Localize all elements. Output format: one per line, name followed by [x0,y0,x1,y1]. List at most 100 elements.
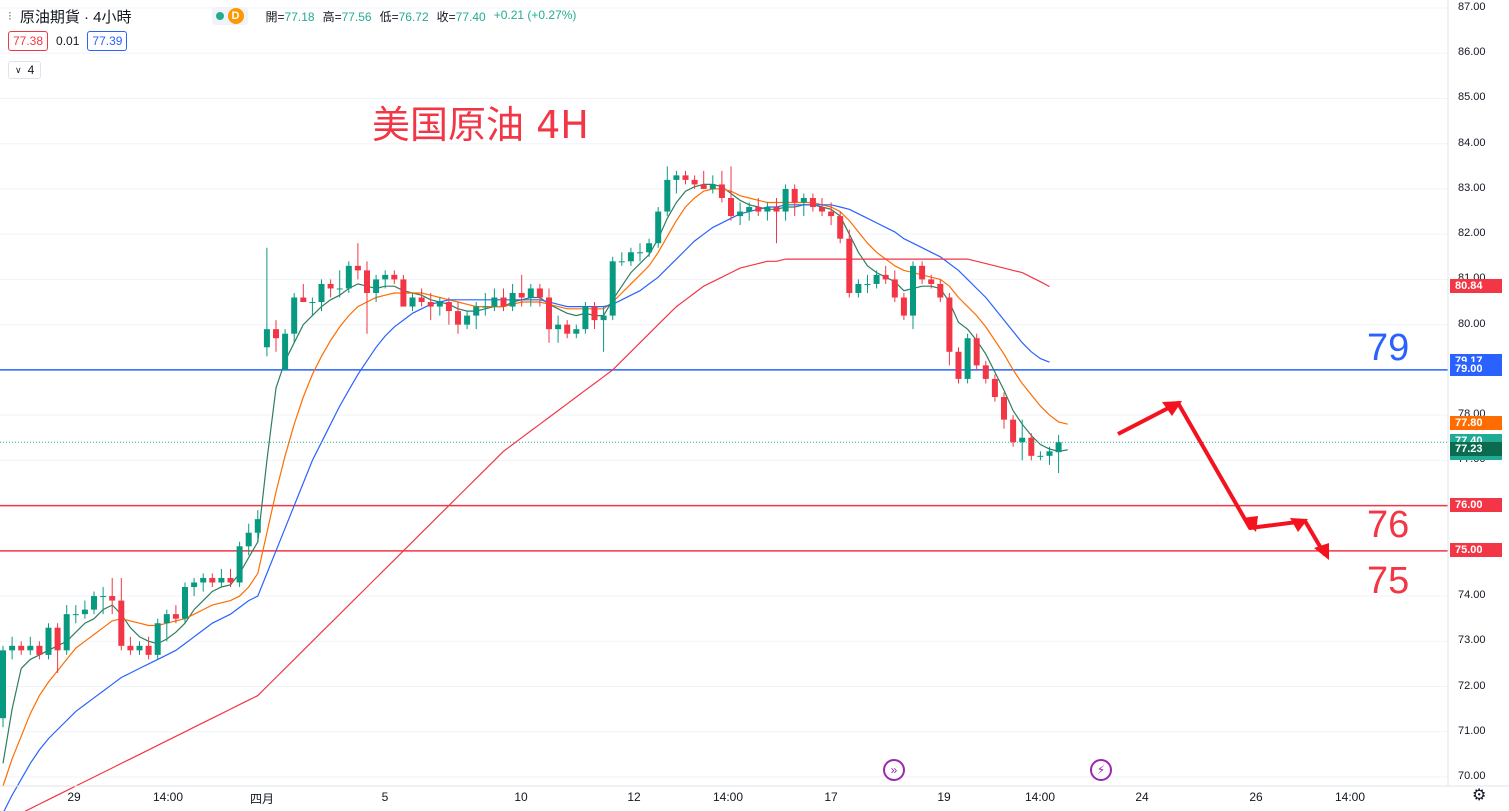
candle-body [764,207,771,212]
candle [737,202,744,226]
sell-button[interactable]: 77.38 [8,31,49,51]
candle-body [746,207,753,212]
candle [63,605,70,655]
settings-gear-icon[interactable]: ⚙ [1472,787,1487,804]
moving-average-line [2,188,1068,787]
indicators-toggle-button[interactable]: ∨ 4 [8,61,42,79]
candle-body [282,333,289,370]
candle [709,175,716,194]
candle-body [700,184,707,189]
candle [964,333,971,384]
candle-body [145,645,152,655]
candle-body [500,297,507,307]
candle-body [100,596,107,598]
event-marker-icon[interactable]: » [883,759,905,781]
candle [937,279,944,303]
candle [1037,451,1044,461]
candle [846,229,853,298]
candle [72,605,79,624]
candle [154,618,161,660]
candle [409,292,416,312]
candle-body [518,292,525,298]
candle [946,292,953,366]
candle-body [81,609,88,615]
symbol-title[interactable]: 原油期貨 · 4小時 [19,8,132,26]
price-axis-tick: 70.00 [1458,770,1486,782]
candle [136,641,143,655]
candle [728,166,734,221]
candle [837,211,844,244]
candle-body [1010,419,1017,443]
candle-body [309,302,316,304]
candle [910,261,916,330]
candle-body [436,302,443,307]
candle-body [873,274,880,284]
candle [327,279,334,298]
candle [582,302,589,334]
price-axis-tick: 74.00 [1458,589,1486,602]
candle [718,170,725,203]
candle-body [263,329,270,348]
candle [209,573,216,588]
candle-body [910,265,916,316]
candle [646,238,653,257]
candle-body [582,306,589,330]
candle-body [300,297,307,303]
candle [145,636,152,660]
price-axis-tick: 83.00 [1458,181,1486,194]
time-axis-tick: 19 [937,790,951,804]
price-axis-tick: 73.00 [1458,634,1486,647]
candle-body [54,627,61,651]
candle-body [327,283,334,289]
candle [263,247,270,357]
candle-body [0,650,6,719]
bid-ask-row: 77.38 0.01 77.39 [8,31,128,51]
buy-button[interactable]: 77.39 [87,31,128,51]
candle-body [773,207,780,212]
market-status[interactable]: D [211,7,248,25]
candle-body [45,627,52,655]
candle [982,360,989,384]
candle [882,265,889,284]
close-value: 77.40 [455,9,486,24]
candle-body [291,297,298,334]
candle-body [900,297,907,316]
price-axis-tick: 85.00 [1458,91,1486,104]
candle-body [509,292,516,307]
candle-body [855,283,862,293]
indicator-count: 4 [27,63,35,77]
candle [191,577,198,597]
candle-body [928,279,935,284]
candle [100,587,107,615]
candle [336,270,343,298]
candle [664,166,671,217]
menu-dots-icon[interactable]: ⁝ [8,9,12,23]
candle [900,292,907,321]
candle [45,623,52,660]
candle-body [36,645,43,655]
candle-body [837,216,844,239]
candle-body [955,351,962,379]
price-axis-tick: 72.00 [1458,679,1486,692]
candle-body [391,274,398,280]
candle [236,541,243,588]
candle [1001,392,1007,429]
lightning-event-icon[interactable]: ⚡ [1090,759,1112,781]
candle [300,283,307,303]
candle-body [227,577,234,583]
level-label-79: 79 [1367,327,1410,369]
candle [27,636,34,655]
arrowhead-up [1162,401,1182,416]
price-tag: 77.80 [1450,416,1502,431]
open-value: 77.18 [284,9,315,24]
candle-body [1001,397,1007,420]
candle-body [72,614,79,616]
time-axis-tick: 14:00 [1334,790,1366,804]
candle [1028,433,1035,461]
price-tag: 80.84 [1450,278,1502,293]
ohlc-values: 開=77.18 高=77.56 低=76.72 收=77.40 +0.21 (+… [266,8,577,25]
candle-body [318,283,325,303]
candle-body [682,175,689,180]
candle [928,274,935,289]
